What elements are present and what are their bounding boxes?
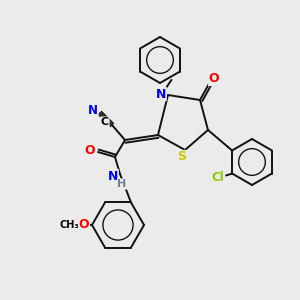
Text: N: N — [156, 88, 166, 100]
Text: CH₃: CH₃ — [59, 220, 79, 230]
Text: O: O — [209, 73, 219, 85]
Text: S: S — [178, 151, 187, 164]
Text: C: C — [101, 117, 109, 127]
Text: O: O — [85, 143, 95, 157]
Text: N: N — [88, 103, 98, 116]
Text: N: N — [108, 169, 118, 182]
Text: Cl: Cl — [212, 171, 224, 184]
Text: H: H — [117, 179, 127, 189]
Text: O: O — [79, 218, 89, 232]
